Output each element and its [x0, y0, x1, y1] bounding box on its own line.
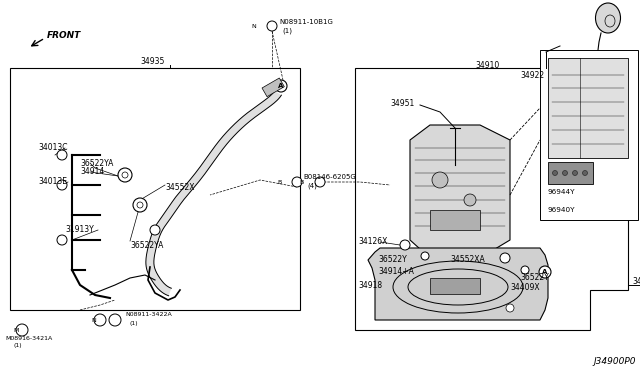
Circle shape — [500, 253, 510, 263]
Text: 34951: 34951 — [390, 99, 414, 108]
Text: N: N — [252, 23, 256, 29]
Polygon shape — [368, 248, 548, 320]
Bar — [548, 162, 593, 184]
Circle shape — [552, 170, 557, 176]
Bar — [262, 78, 284, 97]
Circle shape — [400, 240, 410, 250]
Circle shape — [150, 225, 160, 235]
Text: 34914: 34914 — [80, 167, 104, 176]
Circle shape — [506, 304, 514, 312]
Text: 34902: 34902 — [632, 278, 640, 286]
Circle shape — [57, 235, 67, 245]
Text: B08146-6205G: B08146-6205G — [303, 174, 356, 180]
Circle shape — [118, 168, 132, 182]
Text: 36522YA: 36522YA — [130, 241, 163, 250]
Circle shape — [432, 172, 448, 188]
Circle shape — [573, 170, 577, 176]
Text: A: A — [278, 83, 284, 89]
Text: N08911-10B1G: N08911-10B1G — [279, 19, 333, 25]
Bar — [430, 210, 480, 230]
Text: J34900P0: J34900P0 — [593, 357, 636, 366]
Text: 34935: 34935 — [140, 58, 164, 67]
Text: FRONT: FRONT — [47, 32, 81, 41]
Text: 34914+A: 34914+A — [378, 267, 414, 276]
Circle shape — [421, 252, 429, 260]
Text: 36522YA: 36522YA — [80, 158, 113, 167]
Text: (4): (4) — [307, 183, 317, 189]
Circle shape — [133, 198, 147, 212]
Text: B: B — [278, 180, 282, 185]
Text: 96940Y: 96940Y — [548, 207, 575, 213]
Bar — [10, 68, 300, 310]
Circle shape — [275, 80, 287, 92]
Text: 34126X: 34126X — [358, 237, 387, 247]
Bar — [540, 50, 638, 220]
Circle shape — [137, 202, 143, 208]
Circle shape — [539, 266, 551, 278]
Circle shape — [521, 266, 529, 274]
Text: N08911-3422A: N08911-3422A — [125, 312, 172, 317]
Text: 96944Y: 96944Y — [548, 189, 575, 195]
Bar — [430, 278, 480, 294]
Text: (1): (1) — [14, 343, 22, 349]
Polygon shape — [355, 68, 628, 330]
Text: 34409X: 34409X — [510, 282, 540, 292]
Circle shape — [563, 170, 568, 176]
Polygon shape — [410, 125, 510, 258]
Text: 34552XA: 34552XA — [450, 256, 484, 264]
Circle shape — [57, 180, 67, 190]
Bar — [548, 58, 628, 158]
Circle shape — [267, 21, 277, 31]
Text: B: B — [300, 180, 304, 185]
Text: M08916-3421A: M08916-3421A — [5, 336, 52, 340]
Circle shape — [109, 314, 121, 326]
Circle shape — [16, 324, 28, 336]
Text: 34013E: 34013E — [38, 177, 67, 186]
Circle shape — [292, 177, 302, 187]
Text: (1): (1) — [282, 28, 292, 34]
Text: 36522Y: 36522Y — [378, 256, 407, 264]
Circle shape — [122, 172, 128, 178]
Text: (1): (1) — [130, 321, 139, 327]
PathPatch shape — [146, 91, 282, 296]
Circle shape — [57, 150, 67, 160]
Circle shape — [464, 194, 476, 206]
Text: 34918: 34918 — [358, 280, 382, 289]
Ellipse shape — [595, 3, 621, 33]
Circle shape — [94, 314, 106, 326]
Text: A: A — [542, 269, 548, 275]
Text: 36522Y: 36522Y — [520, 273, 548, 282]
Circle shape — [315, 177, 325, 187]
Text: M: M — [13, 327, 19, 333]
Text: 31913Y: 31913Y — [65, 225, 93, 234]
Circle shape — [582, 170, 588, 176]
Text: 34910: 34910 — [475, 61, 499, 70]
Text: 34552X: 34552X — [165, 183, 195, 192]
Text: N: N — [92, 317, 97, 323]
Text: 34013C: 34013C — [38, 144, 67, 153]
Text: 34922: 34922 — [520, 71, 544, 80]
